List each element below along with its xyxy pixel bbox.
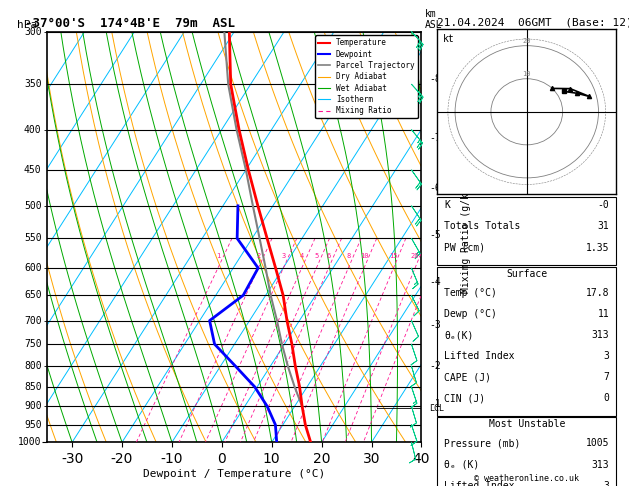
Text: 21.04.2024  06GMT  (Base: 12): 21.04.2024 06GMT (Base: 12) <box>437 17 629 27</box>
Text: 1.35: 1.35 <box>586 243 610 253</box>
Text: 5: 5 <box>314 253 318 260</box>
Text: 500: 500 <box>24 201 42 211</box>
Text: -8: -8 <box>429 74 441 84</box>
Text: 20: 20 <box>523 38 531 44</box>
Text: 450: 450 <box>24 165 42 175</box>
Text: 950: 950 <box>24 420 42 430</box>
Text: © weatheronline.co.uk: © weatheronline.co.uk <box>474 474 579 483</box>
Text: -3: -3 <box>429 320 441 330</box>
Text: 11: 11 <box>598 309 610 319</box>
Text: -7: -7 <box>429 133 441 143</box>
Text: 3: 3 <box>603 481 610 486</box>
Text: 550: 550 <box>24 233 42 243</box>
Text: km
ASL: km ASL <box>425 9 443 30</box>
Text: 313: 313 <box>592 330 610 340</box>
Text: -1: -1 <box>429 399 441 409</box>
Text: Lifted Index: Lifted Index <box>444 481 515 486</box>
Text: 350: 350 <box>24 79 42 89</box>
Text: Lifted Index: Lifted Index <box>444 351 515 361</box>
Text: PW (cm): PW (cm) <box>444 243 486 253</box>
Text: 7: 7 <box>603 372 610 382</box>
Text: Totals Totals: Totals Totals <box>444 222 521 231</box>
Text: Dewp (°C): Dewp (°C) <box>444 309 497 319</box>
Text: 3: 3 <box>603 351 610 361</box>
Text: 900: 900 <box>24 401 42 411</box>
Text: 1005: 1005 <box>586 438 610 449</box>
Text: 10: 10 <box>523 71 531 77</box>
Text: CAPE (J): CAPE (J) <box>444 372 491 382</box>
Text: K: K <box>444 200 450 210</box>
Text: 750: 750 <box>24 339 42 349</box>
Text: Most Unstable: Most Unstable <box>489 419 565 429</box>
Text: -0: -0 <box>598 200 610 210</box>
Text: -2: -2 <box>429 361 441 371</box>
Text: 3: 3 <box>281 253 286 260</box>
Text: -37°00'S  174°4B'E  79m  ASL: -37°00'S 174°4B'E 79m ASL <box>25 17 235 31</box>
Text: 850: 850 <box>24 382 42 392</box>
Text: 31: 31 <box>598 222 610 231</box>
Text: 4: 4 <box>299 253 304 260</box>
Text: 6: 6 <box>326 253 331 260</box>
Text: hPa: hPa <box>17 19 38 30</box>
X-axis label: Dewpoint / Temperature (°C): Dewpoint / Temperature (°C) <box>143 469 325 479</box>
Text: 313: 313 <box>592 460 610 469</box>
Text: 15: 15 <box>389 253 398 260</box>
Text: CIN (J): CIN (J) <box>444 394 486 403</box>
Text: -6: -6 <box>429 183 441 193</box>
Bar <box>437 197 616 265</box>
Bar <box>437 267 616 416</box>
Text: 1: 1 <box>216 253 220 260</box>
Text: -5: -5 <box>429 230 441 240</box>
Text: 300: 300 <box>24 27 42 36</box>
Text: 600: 600 <box>24 263 42 273</box>
Bar <box>437 417 616 486</box>
Text: 2: 2 <box>256 253 260 260</box>
Text: kt: kt <box>443 34 454 44</box>
Text: 650: 650 <box>24 290 42 300</box>
Text: θₑ(K): θₑ(K) <box>444 330 474 340</box>
Text: 10: 10 <box>360 253 369 260</box>
Text: 800: 800 <box>24 361 42 371</box>
Text: 17.8: 17.8 <box>586 288 610 298</box>
Text: 8: 8 <box>346 253 350 260</box>
Text: θₑ (K): θₑ (K) <box>444 460 479 469</box>
Text: Pressure (mb): Pressure (mb) <box>444 438 521 449</box>
Text: Temp (°C): Temp (°C) <box>444 288 497 298</box>
Legend: Temperature, Dewpoint, Parcel Trajectory, Dry Adiabat, Wet Adiabat, Isotherm, Mi: Temperature, Dewpoint, Parcel Trajectory… <box>315 35 418 118</box>
Text: 20: 20 <box>411 253 420 260</box>
Text: Surface: Surface <box>506 269 547 278</box>
Text: LCL: LCL <box>429 404 444 413</box>
Text: -4: -4 <box>429 277 441 287</box>
Text: Mixing Ratio (g/kg): Mixing Ratio (g/kg) <box>461 181 471 293</box>
Text: 1000: 1000 <box>18 437 42 447</box>
Text: 400: 400 <box>24 125 42 135</box>
Text: 0: 0 <box>603 394 610 403</box>
Text: 700: 700 <box>24 315 42 326</box>
